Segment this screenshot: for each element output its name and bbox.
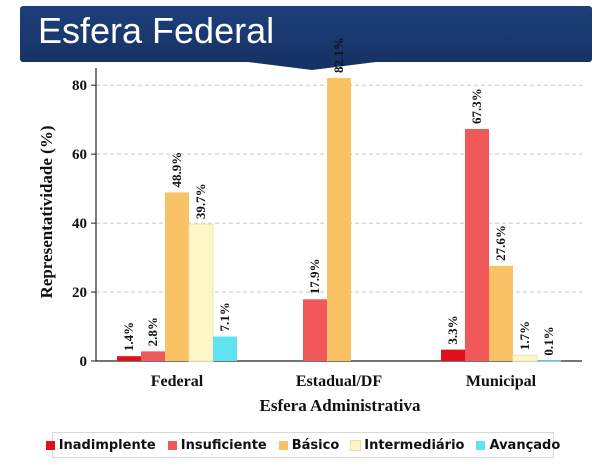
legend-swatch xyxy=(278,440,288,450)
y-tick-label: 0 xyxy=(80,354,88,370)
title-banner xyxy=(20,6,592,62)
bar xyxy=(441,349,465,361)
x-tick-label: Municipal xyxy=(466,373,537,390)
data-label: 67.3% xyxy=(469,88,484,124)
legend-label: Avançado xyxy=(489,437,561,453)
bar xyxy=(537,360,561,362)
legend-swatch xyxy=(350,439,362,451)
y-tick-label: 20 xyxy=(72,285,87,301)
data-label: 1.7% xyxy=(517,321,532,350)
x-axis-title: Esfera Administrativa xyxy=(259,396,421,415)
legend-label: Inadimplente xyxy=(58,437,156,453)
data-label: 82.1% xyxy=(331,37,346,73)
data-label: 1.4% xyxy=(121,322,136,351)
data-label: 27.6% xyxy=(493,225,508,261)
bar xyxy=(327,77,351,362)
legend-item: Intermediário xyxy=(350,437,465,453)
page-title: Esfera Federal xyxy=(38,10,275,51)
data-labels: 1.4% 2.8% 48.9% 39.7% 7.1% 17.9% 82.1% 3.3% 67.3… xyxy=(121,37,556,355)
legend-label: Insuficiente xyxy=(180,437,267,453)
bar xyxy=(465,129,489,361)
legend-item: Insuficiente xyxy=(167,437,267,453)
bar xyxy=(489,265,513,361)
data-label: 7.1% xyxy=(217,302,232,331)
y-tick-label: 60 xyxy=(72,147,87,163)
legend-item: Básico xyxy=(278,437,340,453)
legend-label: Intermediário xyxy=(364,437,465,453)
bar xyxy=(188,223,214,362)
legend-label: Básico xyxy=(291,437,340,453)
data-label: 3.3% xyxy=(445,315,460,344)
bar xyxy=(303,299,327,361)
title-banner-notch xyxy=(232,60,392,70)
data-label: 2.8% xyxy=(145,317,160,346)
legend-item: Inadimplente xyxy=(45,437,156,453)
data-label: 39.7% xyxy=(193,183,208,219)
legend-swatch xyxy=(476,440,486,450)
bar-chart: 0 20 40 60 80 Federal Estadual/DF Municipal 1.4… xyxy=(37,37,582,415)
y-axis-title: Representatividade (%) xyxy=(37,126,56,299)
x-tick-label: Federal xyxy=(151,373,204,390)
legend-item: Avançado xyxy=(476,438,560,453)
bar xyxy=(512,354,538,362)
bar xyxy=(165,192,189,361)
bar xyxy=(213,336,237,361)
bars xyxy=(117,77,561,362)
y-tick-label: 40 xyxy=(72,216,87,232)
data-label: 48.9% xyxy=(169,152,184,188)
x-tick-label: Estadual/DF xyxy=(296,373,382,390)
legend: Inadimplente Insuficiente Básico Intermediá… xyxy=(45,432,560,458)
data-label: 0.1% xyxy=(541,326,556,355)
bar xyxy=(117,356,141,361)
data-label: 17.9% xyxy=(307,259,322,295)
legend-swatch xyxy=(167,440,177,450)
legend-swatch xyxy=(45,440,55,450)
y-tick-label: 80 xyxy=(72,78,87,94)
bar xyxy=(141,351,165,361)
